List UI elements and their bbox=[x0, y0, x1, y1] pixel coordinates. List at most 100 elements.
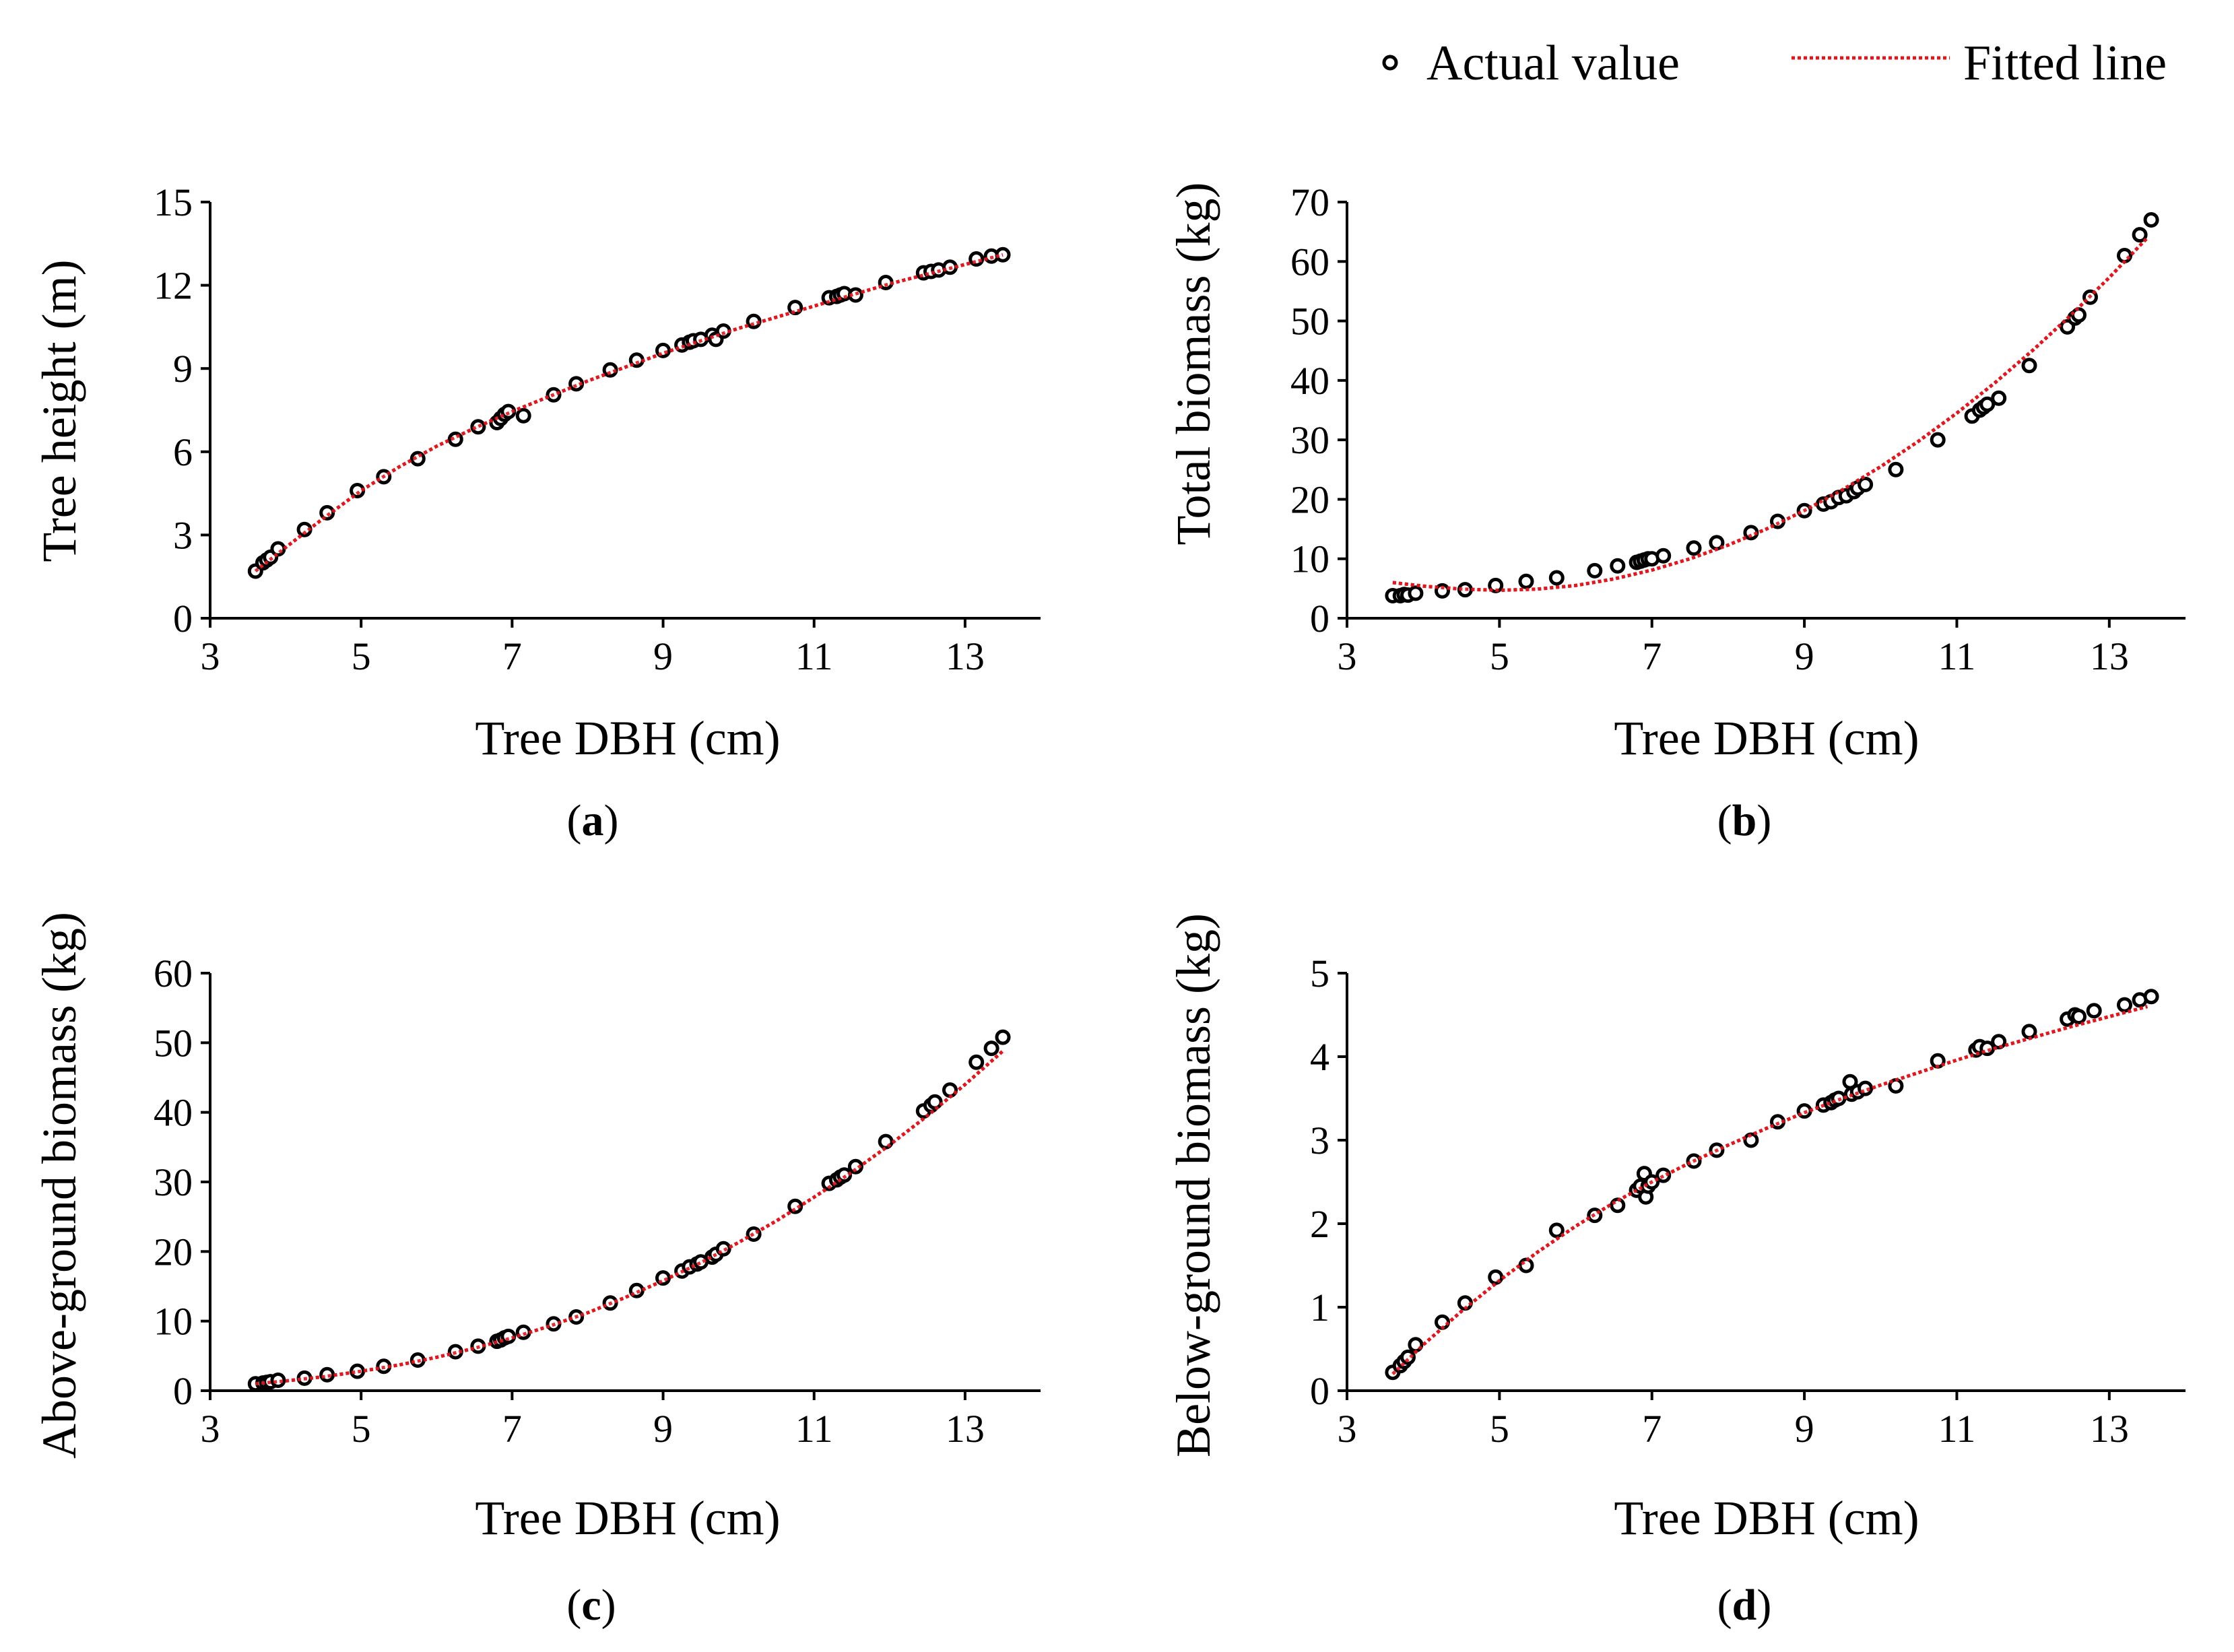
panel-c-data-point bbox=[995, 1029, 1011, 1045]
panel-d-y-tick-label: 0 bbox=[1310, 1369, 1329, 1413]
panel-d-x-tick-label: 5 bbox=[1490, 1407, 1509, 1451]
panel-b-data-point bbox=[2143, 212, 2159, 228]
panel-b-points bbox=[1385, 212, 2159, 603]
panel-d-data-point bbox=[1991, 1034, 2007, 1050]
panel-b-x-tick-label: 9 bbox=[1795, 634, 1814, 678]
panel-c-fit-line bbox=[255, 1049, 1004, 1386]
panel-a-y-tick-label: 12 bbox=[154, 264, 193, 308]
panel-b: Total biomass (kg) 3 5 7 9 11 13 0 10 20 30 40 50 60… bbox=[1167, 180, 2186, 845]
panel-b-fit-line bbox=[1392, 236, 2149, 593]
panel-b-y-tick-label: 30 bbox=[1290, 418, 1329, 462]
panel-b-x-tick-label: 5 bbox=[1490, 634, 1509, 678]
panel-c-label: (c) bbox=[566, 1581, 616, 1630]
panel-b-data-point bbox=[1587, 562, 1603, 579]
panel-b-data-point bbox=[1991, 390, 2007, 406]
panel-b-data-point bbox=[1888, 461, 1904, 477]
panel-d-data-point bbox=[2117, 997, 2132, 1013]
panel-a-data-point bbox=[746, 313, 762, 329]
panel-d-data-point bbox=[2021, 1024, 2037, 1040]
panel-a-fit-line-overlay bbox=[254, 253, 1004, 572]
panel-a-data-point bbox=[470, 419, 486, 435]
panel-b-x-tick-label: 13 bbox=[2090, 634, 2129, 678]
panel-a-x-tick-label: 3 bbox=[201, 634, 220, 678]
panel-d-data-point bbox=[1610, 1197, 1626, 1214]
panel-c-fit-group bbox=[255, 1049, 1004, 1386]
panel-d-xlabel: Tree DBH (cm) bbox=[1614, 1491, 1919, 1545]
panel-c-data-point bbox=[942, 1082, 958, 1098]
panel-b-axes: 3 5 7 9 11 13 0 10 20 30 40 50 60 70 bbox=[1290, 180, 2186, 678]
panel-c-x-tick-label: 7 bbox=[502, 1407, 522, 1451]
panel-d-y-tick-label: 4 bbox=[1310, 1035, 1329, 1079]
panel-b-ylabel: Total biomass (kg) bbox=[1167, 183, 1220, 546]
panel-b-data-point bbox=[2117, 248, 2132, 263]
panel-b-data-point bbox=[1548, 570, 1565, 586]
panel-b-y-tick-label: 20 bbox=[1290, 477, 1329, 521]
panel-a-y-tick-label: 15 bbox=[154, 180, 193, 224]
panel-b-data-point bbox=[2132, 227, 2148, 243]
panel-c-ylabel: Above-ground biomass (kg) bbox=[32, 912, 86, 1459]
panel-c-data-point bbox=[968, 1054, 985, 1070]
panel-c: Above-ground biomass (kg) 3 5 7 9 11 13010203… bbox=[32, 912, 1041, 1630]
panel-d-data-point bbox=[2143, 989, 2159, 1005]
panel-d-x-tick-label: 9 bbox=[1795, 1407, 1814, 1451]
panel-c-y-tick-label: 20 bbox=[154, 1230, 193, 1274]
panel-a-y-tick-label: 6 bbox=[173, 430, 193, 474]
panel-b-data-point bbox=[1435, 583, 1450, 599]
panel-c-xlabel: Tree DBH (cm) bbox=[475, 1491, 780, 1545]
panel-a-x-tick-label: 11 bbox=[795, 634, 833, 678]
panel-c-x-tick-label: 9 bbox=[653, 1407, 673, 1451]
panel-b-data-point bbox=[1979, 396, 1996, 412]
panel-c-x-tick-label: 13 bbox=[946, 1407, 985, 1451]
panel-a-xlabel: Tree DBH (cm) bbox=[475, 711, 780, 765]
panel-b-data-point bbox=[1686, 540, 1702, 556]
panel-d-fit-line-overlay bbox=[1391, 1005, 2148, 1376]
panel-d-fit-line bbox=[1391, 1005, 2148, 1376]
panel-b-label: (b) bbox=[1717, 796, 1772, 845]
panel-d: Below-ground biomass (kg) 3 5 7 9 11 13 0 1 2 3 4 5… bbox=[1167, 913, 2186, 1630]
panel-b-data-point bbox=[1930, 432, 1946, 448]
panel-b-y-tick-label: 0 bbox=[1310, 597, 1329, 640]
panel-a-data-point bbox=[270, 541, 286, 557]
panel-d-y-tick-label: 2 bbox=[1310, 1202, 1329, 1246]
panel-a-data-point bbox=[515, 407, 531, 424]
panel-b-fit-group bbox=[1392, 236, 2149, 593]
panel-b-x-tick-label: 11 bbox=[1938, 634, 1976, 678]
panel-b-data-point bbox=[2071, 307, 2087, 323]
panel-c-y-tick-label: 10 bbox=[154, 1300, 193, 1344]
panel-a-x-tick-label: 13 bbox=[946, 634, 985, 678]
panel-b-xlabel: Tree DBH (cm) bbox=[1614, 711, 1919, 765]
panel-d-axes: 3 5 7 9 11 13 0 1 2 3 4 5 bbox=[1310, 952, 2186, 1451]
panel-d-data-point bbox=[1548, 1222, 1565, 1238]
panel-a-y-tick-label: 3 bbox=[173, 513, 193, 557]
panel-d-x-tick-label: 13 bbox=[2090, 1407, 2129, 1451]
panel-a-fit-line bbox=[254, 253, 1004, 572]
panel-c-y-tick-label: 40 bbox=[154, 1091, 193, 1135]
panel-b-data-point bbox=[1610, 558, 1626, 574]
panel-c-fit-line-overlay bbox=[255, 1049, 1004, 1386]
legend-fitted-label: Fitted line bbox=[1963, 36, 2167, 91]
panel-d-y-tick-label: 1 bbox=[1310, 1286, 1329, 1329]
panel-d-y-tick-label: 5 bbox=[1310, 952, 1329, 995]
panel-c-y-tick-label: 50 bbox=[154, 1021, 193, 1065]
panel-d-fit-group bbox=[1391, 1005, 2148, 1376]
panel-c-data-point bbox=[983, 1040, 999, 1057]
panel-c-data-point bbox=[927, 1094, 943, 1110]
panel-b-data-point bbox=[1858, 476, 1874, 492]
panel-d-data-point bbox=[1518, 1257, 1534, 1274]
panel-c-x-tick-label: 5 bbox=[352, 1407, 371, 1451]
panel-b-y-tick-label: 60 bbox=[1290, 240, 1329, 284]
panel-a-y-tick-label: 0 bbox=[173, 597, 193, 640]
panel-d-label: (d) bbox=[1717, 1581, 1772, 1630]
panel-d-x-tick-label: 11 bbox=[1938, 1407, 1976, 1451]
legend-actual-label: Actual value bbox=[1426, 36, 1680, 91]
panel-b-data-point bbox=[1655, 548, 1672, 564]
panel-d-x-tick-label: 7 bbox=[1642, 1407, 1662, 1451]
panel-d-data-point bbox=[1655, 1167, 1672, 1183]
panel-c-data-point bbox=[319, 1366, 335, 1383]
panel-a-points bbox=[247, 246, 1011, 579]
panel-d-points bbox=[1385, 989, 2159, 1381]
panel-d-x-tick-label: 3 bbox=[1338, 1407, 1357, 1451]
panel-c-points bbox=[247, 1029, 1011, 1392]
